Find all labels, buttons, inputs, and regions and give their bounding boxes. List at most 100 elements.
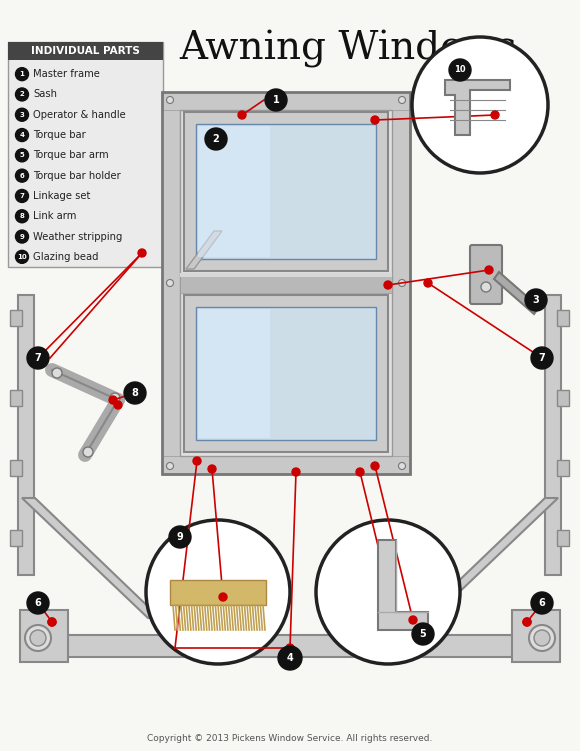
Circle shape: [109, 396, 117, 404]
Text: 5: 5: [419, 629, 426, 639]
Circle shape: [534, 630, 550, 646]
Circle shape: [124, 382, 146, 404]
Circle shape: [193, 457, 201, 465]
FancyBboxPatch shape: [180, 273, 392, 277]
Circle shape: [412, 37, 548, 173]
FancyBboxPatch shape: [162, 92, 410, 474]
Circle shape: [491, 111, 499, 119]
Text: 7: 7: [35, 353, 41, 363]
Text: 10: 10: [17, 254, 27, 260]
Circle shape: [424, 279, 432, 287]
Polygon shape: [22, 498, 160, 618]
Circle shape: [138, 249, 146, 257]
Text: 5: 5: [20, 152, 24, 158]
FancyBboxPatch shape: [10, 310, 22, 326]
FancyBboxPatch shape: [557, 310, 569, 326]
FancyBboxPatch shape: [18, 295, 34, 575]
Circle shape: [16, 88, 28, 101]
FancyBboxPatch shape: [10, 390, 22, 406]
Circle shape: [16, 189, 28, 203]
FancyBboxPatch shape: [28, 635, 552, 657]
Text: 1: 1: [20, 71, 24, 77]
Text: Weather stripping: Weather stripping: [33, 231, 122, 242]
FancyBboxPatch shape: [8, 42, 163, 60]
Text: INDIVIDUAL PARTS: INDIVIDUAL PARTS: [31, 46, 140, 56]
Circle shape: [169, 526, 191, 548]
Polygon shape: [186, 231, 222, 269]
FancyBboxPatch shape: [184, 295, 388, 452]
Circle shape: [114, 401, 122, 409]
Circle shape: [238, 111, 246, 119]
Text: Torque bar: Torque bar: [33, 130, 86, 140]
Text: 4: 4: [287, 653, 293, 663]
Polygon shape: [445, 80, 510, 135]
FancyBboxPatch shape: [557, 460, 569, 476]
Text: 3: 3: [532, 295, 539, 305]
Circle shape: [523, 618, 531, 626]
Bar: [162, 92, 410, 474]
FancyBboxPatch shape: [557, 390, 569, 406]
Circle shape: [292, 468, 300, 476]
Circle shape: [27, 347, 49, 369]
Circle shape: [16, 210, 28, 223]
Text: Operator & handle: Operator & handle: [33, 110, 126, 119]
Circle shape: [27, 592, 49, 614]
Text: 8: 8: [132, 388, 139, 398]
FancyBboxPatch shape: [170, 580, 266, 605]
Polygon shape: [420, 498, 558, 618]
Circle shape: [16, 68, 28, 80]
Text: 7: 7: [20, 193, 24, 199]
Circle shape: [384, 281, 392, 289]
Circle shape: [16, 230, 28, 243]
Circle shape: [166, 463, 173, 469]
Polygon shape: [378, 540, 428, 630]
Circle shape: [529, 625, 555, 651]
FancyBboxPatch shape: [180, 273, 392, 293]
Circle shape: [16, 149, 28, 162]
Circle shape: [205, 128, 227, 150]
FancyBboxPatch shape: [392, 92, 410, 474]
Circle shape: [316, 520, 460, 664]
Circle shape: [412, 623, 434, 645]
Circle shape: [16, 128, 28, 141]
Text: Glazing bead: Glazing bead: [33, 252, 99, 262]
Text: Torque bar arm: Torque bar arm: [33, 150, 108, 161]
FancyBboxPatch shape: [23, 632, 33, 660]
Circle shape: [208, 465, 216, 473]
Circle shape: [531, 347, 553, 369]
Circle shape: [525, 289, 547, 311]
Text: 10: 10: [454, 65, 466, 74]
FancyBboxPatch shape: [198, 309, 270, 438]
Text: Master frame: Master frame: [33, 69, 100, 79]
Text: 6: 6: [35, 598, 41, 608]
Text: 8: 8: [20, 213, 24, 219]
FancyBboxPatch shape: [10, 460, 22, 476]
Circle shape: [48, 618, 56, 626]
Circle shape: [485, 266, 493, 274]
Text: Linkage set: Linkage set: [33, 191, 90, 201]
Circle shape: [523, 618, 531, 626]
Polygon shape: [494, 272, 539, 314]
Text: Copyright © 2013 Pickens Window Service. All rights reserved.: Copyright © 2013 Pickens Window Service.…: [147, 734, 433, 743]
FancyBboxPatch shape: [180, 110, 392, 456]
Text: 9: 9: [20, 234, 24, 240]
Circle shape: [166, 279, 173, 286]
Circle shape: [278, 646, 302, 670]
Text: 3: 3: [20, 112, 24, 118]
FancyBboxPatch shape: [162, 456, 410, 474]
Circle shape: [52, 368, 62, 378]
Text: 6: 6: [20, 173, 24, 179]
Circle shape: [219, 593, 227, 601]
Circle shape: [16, 250, 28, 264]
Text: 9: 9: [177, 532, 183, 542]
FancyBboxPatch shape: [162, 92, 180, 474]
Circle shape: [25, 625, 51, 651]
FancyBboxPatch shape: [512, 610, 560, 662]
Circle shape: [265, 89, 287, 111]
Circle shape: [481, 282, 491, 292]
Circle shape: [371, 462, 379, 470]
FancyBboxPatch shape: [10, 530, 22, 546]
Circle shape: [398, 96, 405, 104]
Text: 1: 1: [273, 95, 280, 105]
Text: 7: 7: [539, 353, 545, 363]
